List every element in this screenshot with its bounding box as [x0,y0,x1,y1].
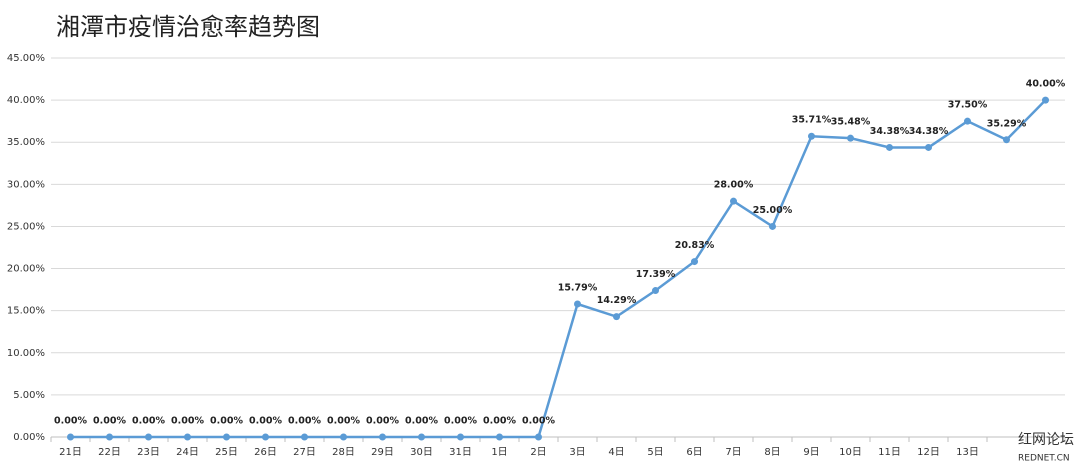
y-tick-label: 45.00% [7,53,45,64]
data-label: 0.00% [132,416,165,427]
data-point [184,433,191,441]
watermark-brand: 红网论坛 [1018,432,1074,448]
data-point [847,134,854,142]
x-tick-label: 12日 [917,447,940,458]
data-point [106,433,113,441]
data-point [418,433,425,441]
data-point [457,433,464,441]
x-tick-label: 8日 [764,447,780,458]
data-label: 34.38% [909,126,949,137]
x-tick-label: 9日 [803,447,819,458]
data-point [340,433,347,441]
data-point [145,433,152,441]
x-tick-label: 31日 [449,447,472,458]
data-point [301,433,308,441]
x-tick-label: 21日 [59,447,82,458]
data-label: 0.00% [171,416,204,427]
data-point [535,433,542,441]
data-point [67,433,74,441]
y-tick-label: 10.00% [7,348,45,359]
watermark-site: REDNET.CN [1018,454,1070,464]
data-point [964,117,971,125]
data-label: 17.39% [636,269,676,280]
x-tick-label: 26日 [254,447,277,458]
x-tick-label: 5日 [647,447,663,458]
data-point [652,287,659,295]
x-tick-label: 27日 [293,447,316,458]
x-tick-label: 30日 [410,447,433,458]
data-point [262,433,269,441]
data-label: 0.00% [483,416,516,427]
data-label: 35.48% [831,117,871,128]
data-label: 35.71% [792,115,832,126]
x-tick-label: 2日 [530,447,546,458]
data-label: 37.50% [948,100,988,111]
series-line [70,99,1047,439]
y-tick-label: 20.00% [7,264,45,275]
data-point [1042,96,1049,104]
data-label: 20.83% [675,240,715,251]
x-tick-label: 6日 [686,447,702,458]
data-point [886,143,893,151]
x-tick-label: 23日 [137,447,160,458]
x-tick-label: 22日 [98,447,121,458]
data-point [769,222,776,230]
data-label: 0.00% [249,416,282,427]
data-label: 35.29% [987,118,1027,129]
data-point [496,433,503,441]
data-label: 40.00% [1026,79,1066,90]
data-point [730,197,737,205]
x-tick-label: 29日 [371,447,394,458]
y-tick-label: 15.00% [7,306,45,317]
y-tick-label: 0.00% [13,432,45,443]
data-label: 0.00% [366,416,399,427]
y-tick-label: 5.00% [13,390,45,401]
x-tick-label: 28日 [332,447,355,458]
data-label: 0.00% [327,416,360,427]
data-point [574,300,581,308]
x-tick-label: 11日 [878,447,901,458]
data-label: 28.00% [714,180,754,191]
data-point [613,313,620,321]
data-label: 0.00% [210,416,243,427]
chart-title: 湘潭市疫情治愈率趋势图 [56,13,320,41]
x-tick-label: 13日 [956,447,979,458]
data-label: 0.00% [54,416,87,427]
data-label: 0.00% [444,416,477,427]
data-label: 14.29% [597,295,637,306]
y-tick-label: 35.00% [7,137,45,148]
data-label: 15.79% [558,283,598,294]
data-label: 0.00% [405,416,438,427]
x-tick-label: 24日 [176,447,199,458]
x-tick-label: 25日 [215,447,238,458]
data-label: 25.00% [753,205,793,216]
x-tick-label: 4日 [608,447,624,458]
data-point [223,433,230,441]
x-tick-label: 10日 [839,447,862,458]
data-label: 0.00% [522,416,555,427]
data-point [925,143,932,151]
data-label: 34.38% [870,126,910,137]
y-tick-label: 40.00% [7,95,45,106]
x-tick-label: 3日 [569,447,585,458]
data-point [1003,136,1010,144]
data-point [808,132,815,140]
data-point [691,258,698,266]
y-tick-label: 25.00% [7,221,45,232]
x-tick-label: 1日 [491,447,507,458]
data-label: 0.00% [93,416,126,427]
data-point [379,433,386,441]
x-tick-label: 7日 [725,447,741,458]
data-label: 0.00% [288,416,321,427]
y-tick-label: 30.00% [7,179,45,190]
